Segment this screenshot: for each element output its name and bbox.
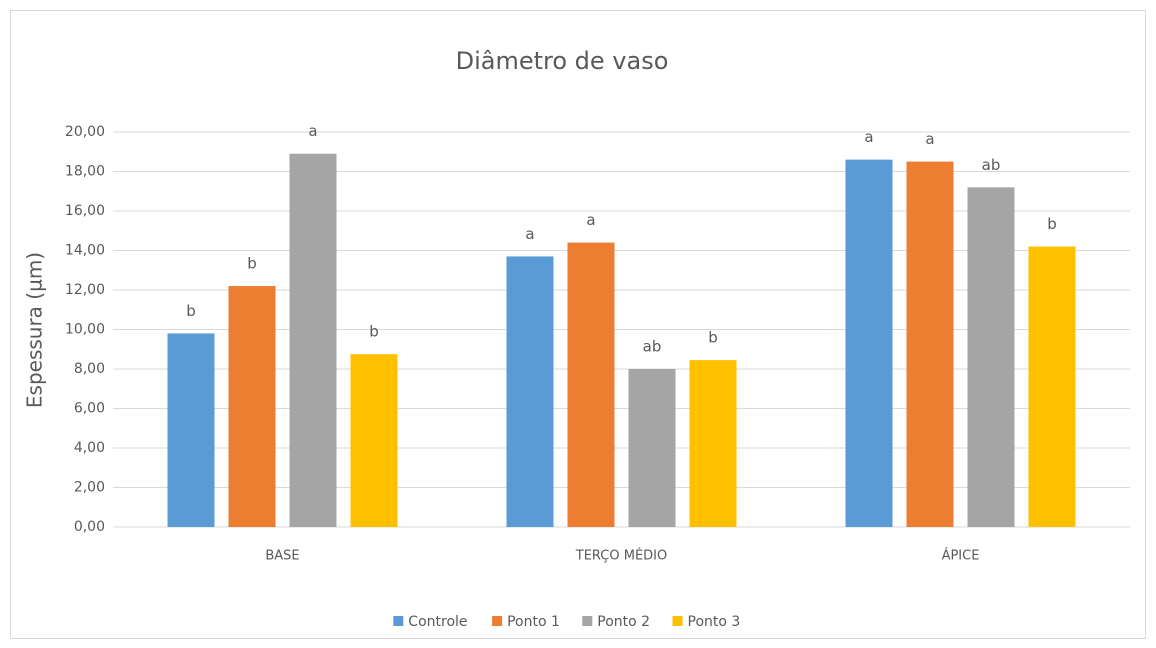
bar bbox=[845, 159, 893, 527]
annotation: ab bbox=[982, 156, 1001, 174]
bar bbox=[289, 153, 337, 527]
bar bbox=[628, 369, 676, 527]
bar bbox=[1028, 246, 1076, 528]
y-tick-label: 8,00 bbox=[74, 361, 105, 377]
y-tick-label: 14,00 bbox=[65, 243, 105, 259]
annotation: a bbox=[925, 130, 934, 148]
bar bbox=[350, 354, 398, 527]
bar bbox=[506, 256, 554, 527]
x-tick-label: BASE bbox=[265, 549, 299, 564]
y-tick-label: 18,00 bbox=[65, 164, 105, 180]
y-tick-label: 12,00 bbox=[65, 282, 105, 298]
legend-swatch bbox=[492, 616, 503, 626]
annotation: a bbox=[864, 128, 873, 146]
annotation: b bbox=[1047, 215, 1057, 233]
y-tick-label: 6,00 bbox=[74, 401, 105, 417]
legend-label: Ponto 3 bbox=[688, 614, 741, 630]
legend-swatch bbox=[672, 616, 683, 626]
bar bbox=[689, 360, 737, 527]
chart-title: Diâmetro de vaso bbox=[456, 47, 669, 75]
y-tick-label: 4,00 bbox=[74, 440, 105, 456]
bar bbox=[906, 161, 954, 527]
legend-swatch bbox=[582, 616, 593, 626]
annotation: ab bbox=[643, 338, 662, 356]
annotation: b bbox=[369, 323, 379, 341]
legend-label: Controle bbox=[408, 614, 467, 630]
annotation: b bbox=[708, 329, 718, 347]
bar bbox=[228, 286, 276, 527]
y-axis-title: Espessura (µm) bbox=[23, 252, 47, 408]
bar bbox=[167, 333, 215, 527]
legend-label: Ponto 2 bbox=[597, 614, 650, 630]
annotation: b bbox=[247, 255, 257, 273]
x-tick-label: TERÇO MÉDIO bbox=[575, 548, 668, 564]
bar bbox=[967, 187, 1015, 528]
annotation: a bbox=[586, 211, 595, 229]
annotation: b bbox=[186, 302, 196, 320]
x-tick-label: ÁPICE bbox=[942, 548, 980, 564]
annotation: a bbox=[308, 122, 317, 140]
annotation: a bbox=[525, 225, 534, 243]
y-tick-label: 2,00 bbox=[74, 480, 105, 496]
legend-label: Ponto 1 bbox=[507, 614, 560, 630]
y-tick-label: 10,00 bbox=[65, 322, 105, 338]
y-tick-label: 0,00 bbox=[74, 519, 105, 535]
legend-swatch bbox=[393, 616, 404, 626]
y-tick-label: 20,00 bbox=[65, 124, 105, 140]
y-tick-label: 16,00 bbox=[65, 203, 105, 219]
bar bbox=[567, 242, 615, 527]
